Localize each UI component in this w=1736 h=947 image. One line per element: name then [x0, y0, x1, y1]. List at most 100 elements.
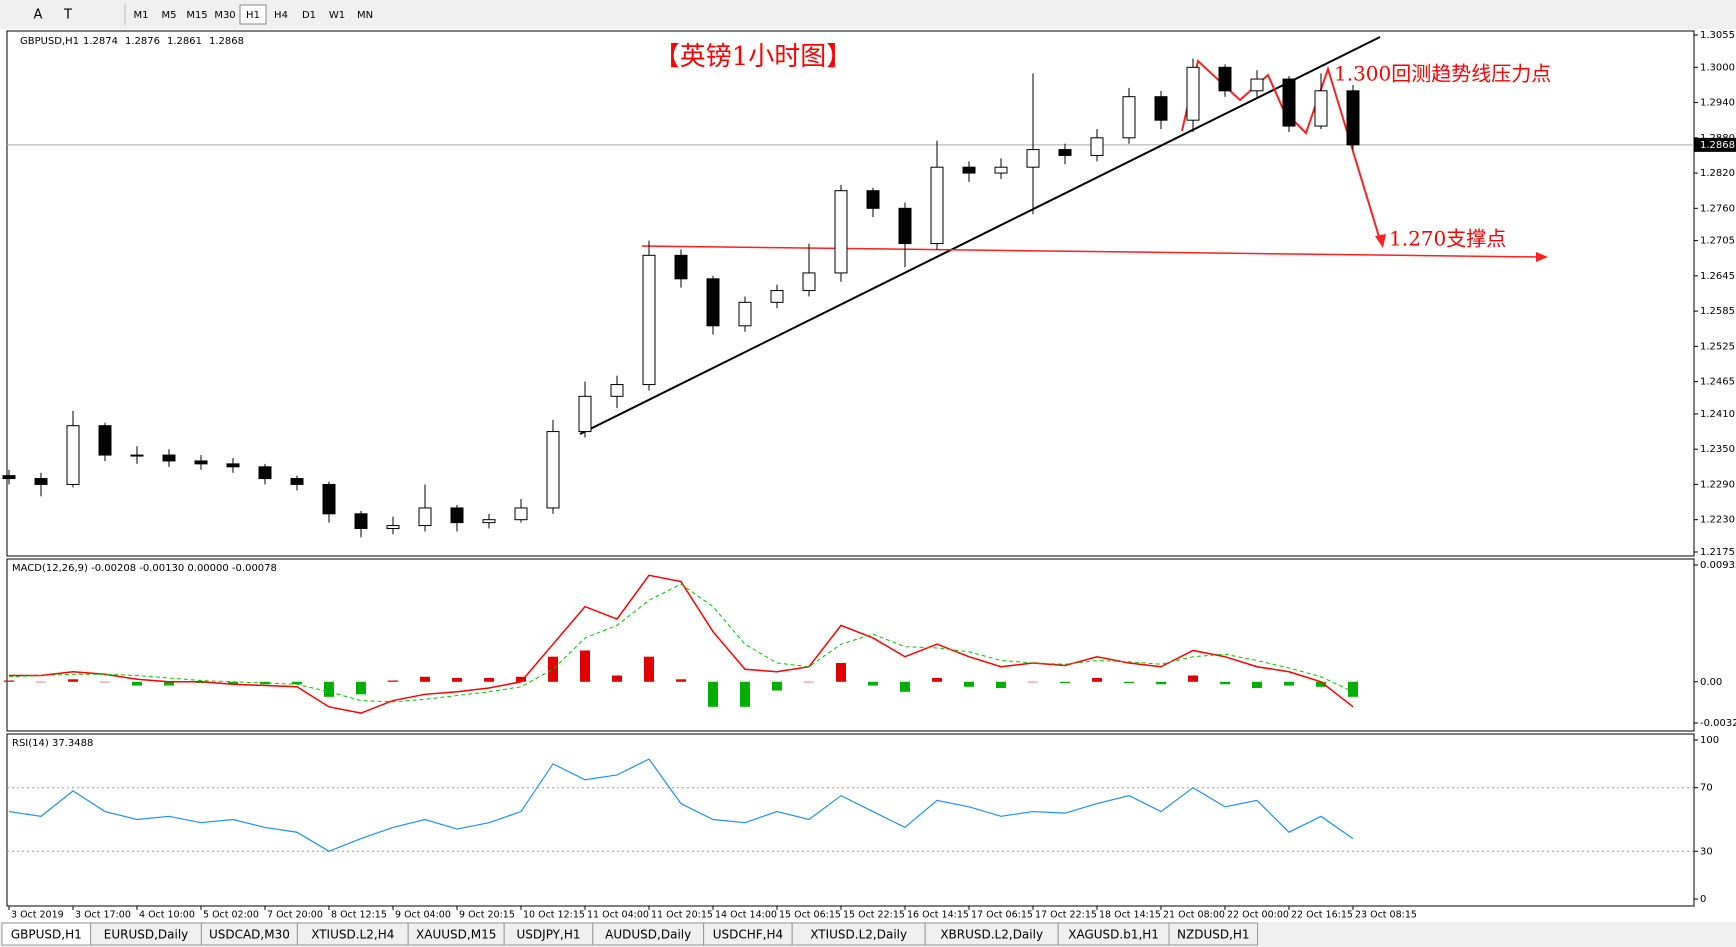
x-tick-label: 5 Oct 02:00: [203, 910, 259, 921]
x-tick-label: 11 Oct 04:00: [587, 910, 649, 921]
histogram-bar: [356, 681, 366, 695]
histogram-bar: [708, 681, 718, 707]
x-tick-label: 22 Oct 16:15: [1291, 910, 1353, 921]
y-tick-label: 70: [1700, 783, 1713, 794]
tab[interactable]: [1168, 922, 1259, 946]
timeframe-button[interactable]: M15: [186, 10, 207, 21]
tab-label[interactable]: USDJPY,H1: [517, 928, 581, 942]
y-tick-label: 1.2230: [1700, 515, 1735, 526]
histogram-bar: [1188, 675, 1198, 682]
candle-body: [642, 254, 656, 386]
x-tick-label: 23 Oct 08:15: [1355, 910, 1417, 921]
active-timeframe: [239, 4, 267, 25]
annotation: 1.300回测趋势线压力点: [1334, 62, 1551, 86]
histogram-bar: [164, 681, 174, 686]
histogram-bar: [900, 681, 910, 692]
tab-label[interactable]: USDCHF,H4: [713, 928, 783, 942]
candle-body: [1058, 149, 1072, 156]
y-tick-label: 1.2705: [1700, 236, 1735, 247]
candle-body: [706, 278, 720, 327]
y-tick-label: 1.2290: [1700, 479, 1735, 490]
x-tick-label: 10 Oct 12:15: [523, 910, 585, 921]
candle-body: [450, 507, 464, 524]
tab-label[interactable]: XAGUSD.b1,H1: [1068, 928, 1159, 942]
histogram-bar: [1156, 681, 1166, 685]
candle-body: [1250, 78, 1264, 92]
timeframe-button[interactable]: D1: [302, 10, 316, 21]
histogram-bar: [228, 681, 238, 685]
timeframe-button[interactable]: M30: [214, 10, 235, 21]
x-tick-label: 22 Oct 00:00: [1227, 910, 1289, 921]
tab-label[interactable]: XAUUSD,M15: [416, 928, 496, 942]
histogram-bar: [1220, 681, 1230, 685]
y-tick-label: 1.2820: [1700, 168, 1735, 179]
arrow-head: [1375, 234, 1386, 248]
panel-frame: [6, 733, 1695, 907]
tab-label[interactable]: AUDUSD,Daily: [605, 928, 691, 942]
candle-body: [514, 507, 528, 521]
chart-area: [0, 29, 1736, 928]
timeframe-button[interactable]: H1: [246, 10, 260, 21]
histogram-bar: [36, 681, 46, 683]
tab-label[interactable]: NZDUSD,H1: [1177, 928, 1250, 942]
candle-body: [226, 463, 240, 468]
y-tick-label: 1.2585: [1700, 306, 1735, 317]
arrow-head: [1536, 252, 1548, 262]
candle-body: [802, 272, 816, 292]
support-line: [641, 245, 1541, 258]
rsi-line: [8, 758, 1354, 852]
tab-label[interactable]: XTIUSD.L2,Daily: [810, 928, 907, 942]
x-tick-label: 21 Oct 08:00: [1163, 910, 1225, 921]
histogram-bar: [1124, 681, 1134, 684]
timeframe-button[interactable]: W1: [329, 10, 345, 21]
candle-body: [738, 301, 752, 327]
y-tick-label: 0: [1700, 894, 1706, 905]
histogram-bar: [932, 678, 942, 682]
candle-body: [34, 478, 48, 485]
candle-body: [290, 478, 304, 485]
candle-body: [674, 254, 688, 280]
ohlc-label: 1.2861: [167, 36, 202, 47]
histogram-bar: [868, 681, 878, 686]
candle-body: [482, 519, 496, 524]
y-tick-label: 1.2350: [1700, 444, 1735, 455]
histogram-bar: [676, 679, 686, 682]
tab-label[interactable]: EURUSD,Daily: [104, 928, 189, 942]
candle-body: [258, 466, 272, 480]
tool-button: T: [63, 8, 72, 23]
histogram-bar: [260, 681, 270, 685]
histogram-bar: [100, 681, 110, 683]
y-tick-label: 30: [1700, 846, 1713, 857]
timeframe-button[interactable]: M5: [162, 10, 177, 21]
candle-body: [1314, 90, 1328, 127]
tab-label[interactable]: XTIUSD.L2,H4: [311, 928, 394, 942]
candle-body: [2, 475, 16, 480]
candle-body: [418, 507, 432, 527]
tool-button: A: [34, 8, 43, 23]
histogram-bar: [996, 681, 1006, 689]
histogram-bar: [1284, 681, 1294, 686]
histogram-bar: [1348, 681, 1358, 697]
histogram-bar: [836, 662, 846, 682]
symbol-label: GBPUSD,H1: [20, 36, 79, 47]
x-tick-label: 9 Oct 20:15: [459, 910, 515, 921]
ohlc-label: 1.2868: [209, 36, 244, 47]
tab-label[interactable]: GBPUSD,H1: [11, 928, 82, 942]
histogram-bar: [740, 681, 750, 707]
timeframe-button[interactable]: MN: [357, 10, 373, 21]
panel-frame: [6, 30, 1695, 557]
candle-body: [930, 166, 944, 245]
histogram-bar: [4, 680, 14, 682]
histogram-bar: [1252, 681, 1262, 689]
x-tick-label: 7 Oct 20:00: [267, 910, 323, 921]
tab-label[interactable]: USDCAD,M30: [209, 928, 290, 942]
x-tick-label: 15 Oct 22:15: [843, 910, 905, 921]
candle-body: [130, 454, 144, 457]
timeframe-button[interactable]: H4: [274, 10, 288, 21]
candle-body: [1218, 66, 1232, 92]
timeframe-button[interactable]: M1: [134, 10, 149, 21]
trend-line: [579, 36, 1381, 435]
tab-label[interactable]: XBRUSD.L2,Daily: [940, 928, 1043, 942]
candle-body: [866, 190, 880, 209]
